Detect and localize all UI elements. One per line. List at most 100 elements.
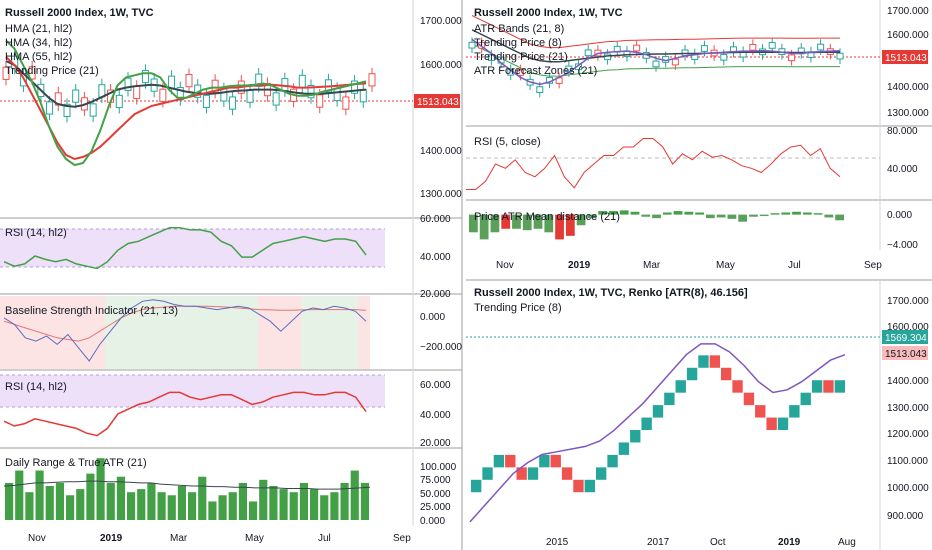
p5-bars xyxy=(3,458,371,520)
p3-title: Baseline Strength Indicator (21, 13) xyxy=(5,305,178,317)
r2-lines xyxy=(466,138,841,190)
p2-ytick-0: 60.000 xyxy=(420,214,451,225)
p4-ytick-1: 40.000 xyxy=(420,410,451,421)
p5-range-bar xyxy=(340,482,349,520)
r4-renko-brick xyxy=(732,380,743,393)
r4-renko-brick xyxy=(527,467,539,480)
r3-histogram-bar xyxy=(824,214,834,218)
r2-ytick-0: 80.000 xyxy=(887,126,918,137)
r4-renko-brick xyxy=(686,367,698,381)
p3-blue-line xyxy=(3,299,367,362)
p1-candle-body xyxy=(220,88,228,102)
p1-hma21-line xyxy=(5,39,367,167)
r3-histogram-bar xyxy=(716,214,726,218)
p5-range-bar xyxy=(198,476,207,520)
r1-candle-body xyxy=(768,42,776,49)
r4-ytick-7: 1000.000 xyxy=(887,483,929,494)
r3-histogram-bar xyxy=(576,214,586,226)
r3-xtick-0: Nov xyxy=(496,260,514,271)
p5-atr-line xyxy=(3,480,371,490)
p1-legend-1: HMA (34, hl2) xyxy=(5,37,72,49)
r1-ytick-3: 1400.000 xyxy=(887,82,929,93)
bsi-neg-bg-3 xyxy=(358,296,370,369)
r3-histogram-bar xyxy=(749,214,758,217)
p5-range-bar xyxy=(106,482,115,520)
p5-range-bar xyxy=(218,495,227,520)
p5-range-bar xyxy=(350,470,359,520)
r1-candle-body xyxy=(584,49,592,57)
p5-range-bar xyxy=(157,492,166,520)
r4-renko-brick xyxy=(471,479,482,493)
r4-xtick-0: 2015 xyxy=(546,537,569,548)
p1-candle-body xyxy=(229,96,237,110)
p4-lines xyxy=(3,391,367,437)
r4-renko-brick xyxy=(675,380,686,393)
p1-candle-body xyxy=(307,85,315,99)
r1-candle-body xyxy=(536,86,544,93)
p5-range-bar xyxy=(279,489,288,520)
r3-histogram-bar xyxy=(662,212,672,215)
p5-xtick-0: Nov xyxy=(28,533,46,544)
p5-range-bar xyxy=(55,482,64,520)
r4-badge-red: 1513.043 xyxy=(885,349,927,360)
r3-histogram-bar xyxy=(522,214,532,231)
r1-candle-body xyxy=(633,44,641,52)
p1-candle-body xyxy=(342,96,350,110)
r4-renko-brick xyxy=(516,467,527,480)
p5-range-bar xyxy=(147,482,156,520)
r3-histogram-bar xyxy=(587,214,597,219)
r3-xtick-1: 2019 xyxy=(568,260,591,271)
r1-candle-body xyxy=(478,42,486,49)
p5-range-bar xyxy=(299,482,308,520)
p3-ytick-0: 0.000 xyxy=(420,312,445,323)
r4-tp8-line xyxy=(469,343,846,523)
p1-candle-body xyxy=(368,73,376,87)
p5-xtick-3: May xyxy=(245,533,264,544)
p5-range-bar xyxy=(66,495,75,520)
rsi-band-p2 xyxy=(0,229,385,267)
r4-renko-brick xyxy=(561,467,573,480)
r1-ytick-0: 1700.000 xyxy=(887,6,929,17)
r3-title: Price ATR Mean distance (21) xyxy=(474,211,620,223)
p1-candle-body xyxy=(159,88,167,102)
p4-rsi-line xyxy=(3,391,367,437)
r3-histogram-bar xyxy=(598,211,608,215)
p1-legend-3: Trending Price (21) xyxy=(5,65,99,77)
p5-ytick-2: 50.000 xyxy=(420,489,451,500)
p1-candle-body xyxy=(141,69,149,84)
r1-candle-body xyxy=(516,69,524,76)
r4-xtick-2: Oct xyxy=(710,537,726,548)
p1-legend-2: HMA (55, hl2) xyxy=(5,51,72,63)
r2-rsi-line xyxy=(466,138,841,190)
r1-tp8-line xyxy=(471,38,841,86)
p1-candle-body xyxy=(72,89,80,103)
p2-ytick-2: 20.000 xyxy=(420,289,451,300)
r4-renko-brick xyxy=(743,392,755,406)
p1-candle-body xyxy=(185,74,193,88)
r4-renko-brick xyxy=(641,417,652,431)
p2-lines xyxy=(3,226,367,270)
p1-candle-body xyxy=(333,87,341,102)
p1-candle-body xyxy=(28,66,36,80)
r4-ytick-5: 1200.000 xyxy=(887,429,929,440)
r4-ytick-4: 1300.000 xyxy=(887,403,929,414)
r4-renko-brick xyxy=(834,380,845,393)
p5-xtick-5: Sep xyxy=(393,533,411,544)
p1-candle-body xyxy=(272,92,280,106)
p5-range-bar xyxy=(76,489,85,520)
r4-badge-green-bg xyxy=(882,330,928,344)
p1-candle-body xyxy=(298,74,306,89)
r4-renko-brick xyxy=(652,405,664,418)
p5-ytick-3: 25.000 xyxy=(420,502,451,513)
r3-histogram-bar xyxy=(759,214,769,217)
p2-rsi-line xyxy=(3,226,367,270)
r4-legend-0: Trending Price (8) xyxy=(474,302,562,314)
r1-legend-2: Trending Price (21) xyxy=(474,51,568,63)
p5-range-bar xyxy=(35,470,44,520)
r1-candle-body xyxy=(817,43,825,51)
r3-histogram-bar xyxy=(641,214,651,217)
r4-ytick-6: 1100.000 xyxy=(887,456,928,467)
p3-lines xyxy=(3,299,367,362)
r3-histogram-bar xyxy=(479,214,489,240)
r3-histogram-bar xyxy=(673,211,683,215)
